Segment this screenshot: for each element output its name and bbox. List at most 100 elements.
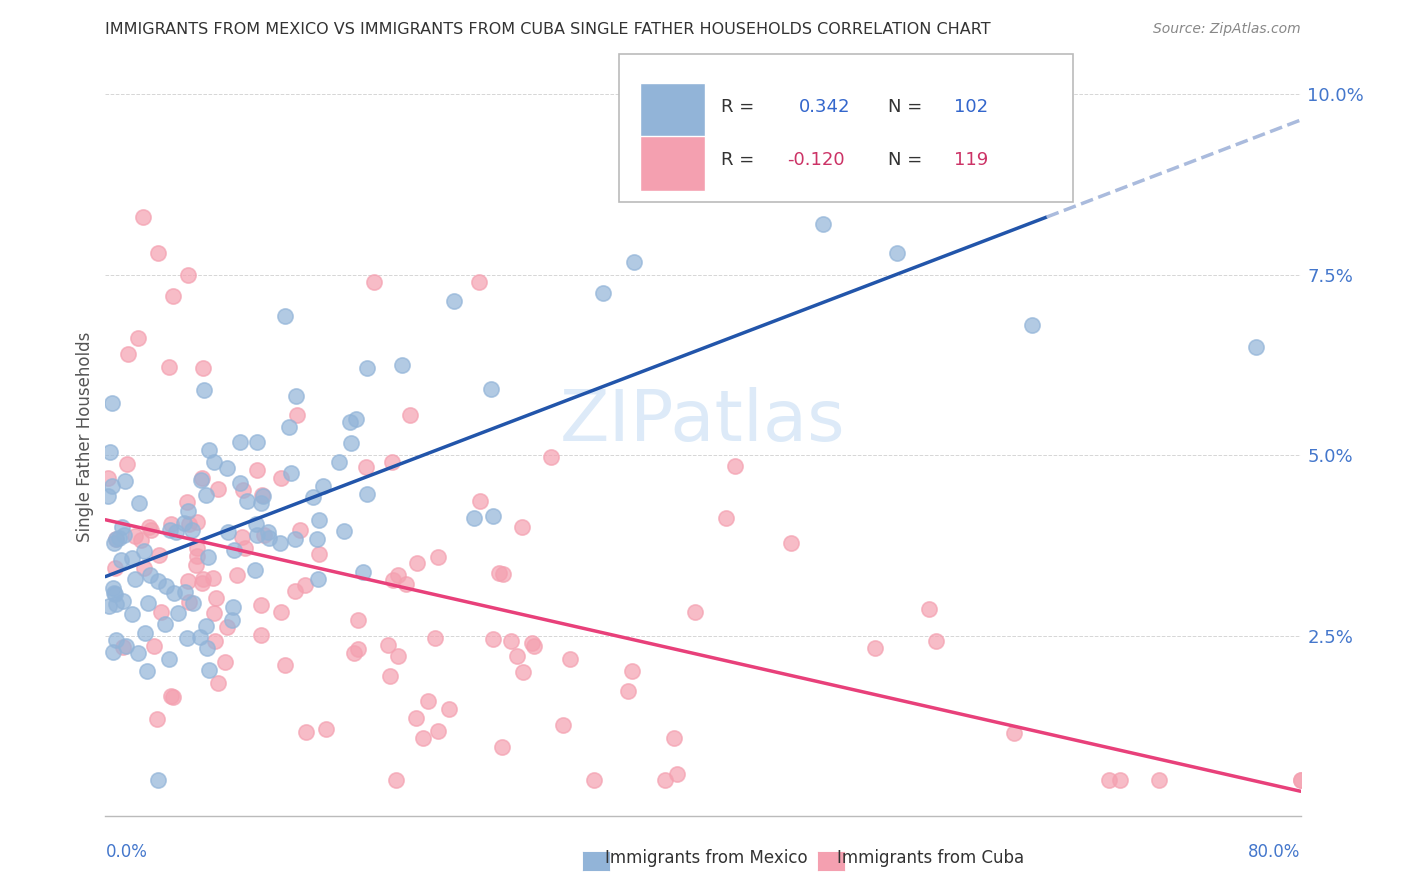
Point — [148, 549, 170, 563]
Point — [1289, 773, 1312, 788]
Point — [101, 645, 124, 659]
Point — [617, 683, 640, 698]
FancyBboxPatch shape — [640, 83, 706, 137]
Point — [664, 731, 686, 745]
Point — [101, 478, 124, 492]
Point — [121, 551, 143, 566]
Point — [510, 519, 533, 533]
Point — [278, 419, 301, 434]
Point — [157, 652, 180, 666]
Point — [191, 471, 214, 485]
Point — [257, 524, 280, 539]
Text: N =: N = — [889, 152, 928, 169]
Text: ZIPatlas: ZIPatlas — [560, 387, 846, 457]
Point — [166, 606, 188, 620]
Point — [270, 471, 292, 485]
Point — [308, 547, 330, 561]
Point — [654, 773, 676, 788]
Point — [176, 631, 198, 645]
Point — [418, 694, 440, 708]
Point — [280, 467, 302, 481]
Point — [918, 602, 941, 616]
Text: 0.0%: 0.0% — [105, 843, 148, 861]
Point — [176, 494, 198, 508]
Point — [886, 246, 908, 260]
Point — [155, 579, 177, 593]
FancyBboxPatch shape — [640, 136, 706, 191]
Point — [134, 626, 156, 640]
Point — [104, 587, 127, 601]
Point — [197, 549, 219, 564]
Point — [177, 595, 200, 609]
Point — [481, 509, 503, 524]
Point — [582, 773, 605, 788]
Point — [191, 576, 214, 591]
Point — [665, 767, 688, 781]
Point — [253, 528, 276, 542]
Point — [100, 395, 122, 409]
Text: R =: R = — [721, 98, 759, 116]
Point — [128, 495, 150, 509]
Point — [148, 773, 170, 788]
Point — [139, 567, 162, 582]
Point — [202, 455, 225, 469]
Point — [423, 632, 446, 646]
Point — [117, 347, 139, 361]
Point — [779, 535, 801, 549]
Point — [146, 246, 169, 260]
Point — [1109, 773, 1132, 788]
Point — [146, 712, 169, 726]
Point — [714, 511, 737, 525]
Point — [243, 562, 266, 576]
Point — [103, 536, 125, 550]
Point — [387, 568, 409, 582]
Point — [139, 523, 162, 537]
Point — [207, 676, 229, 690]
Point — [246, 435, 269, 450]
Point — [204, 606, 226, 620]
Point — [463, 511, 485, 525]
Point — [395, 577, 418, 591]
Point — [229, 475, 252, 490]
Text: 0.342: 0.342 — [799, 98, 851, 116]
Point — [186, 541, 208, 555]
Point — [142, 639, 165, 653]
Point — [184, 558, 207, 572]
Text: 80.0%: 80.0% — [1249, 843, 1301, 861]
Point — [405, 556, 427, 570]
Point — [427, 549, 450, 564]
Point — [190, 473, 212, 487]
Point — [290, 523, 312, 537]
Point — [246, 528, 269, 542]
Point — [186, 549, 208, 563]
Point — [159, 516, 181, 531]
Point — [104, 533, 127, 547]
Point — [229, 435, 252, 450]
Point — [104, 532, 127, 546]
Point — [249, 496, 271, 510]
Point — [274, 657, 297, 672]
Point — [284, 533, 307, 547]
Point — [405, 711, 427, 725]
Point — [1289, 773, 1312, 788]
Point — [198, 663, 221, 677]
Point — [132, 543, 155, 558]
Point — [482, 632, 505, 646]
Point — [112, 527, 135, 541]
Text: -0.120: -0.120 — [787, 152, 844, 169]
Point — [165, 525, 187, 540]
Point — [398, 408, 420, 422]
Point — [186, 516, 208, 530]
Point — [269, 536, 291, 550]
Point — [426, 724, 449, 739]
Point — [252, 488, 274, 502]
Point — [439, 702, 461, 716]
Point — [250, 628, 273, 642]
Point — [173, 516, 195, 530]
Point — [98, 599, 121, 614]
Point — [308, 513, 330, 527]
Point — [520, 636, 543, 650]
Point — [231, 530, 253, 544]
Point — [193, 384, 215, 398]
Point — [488, 566, 510, 581]
